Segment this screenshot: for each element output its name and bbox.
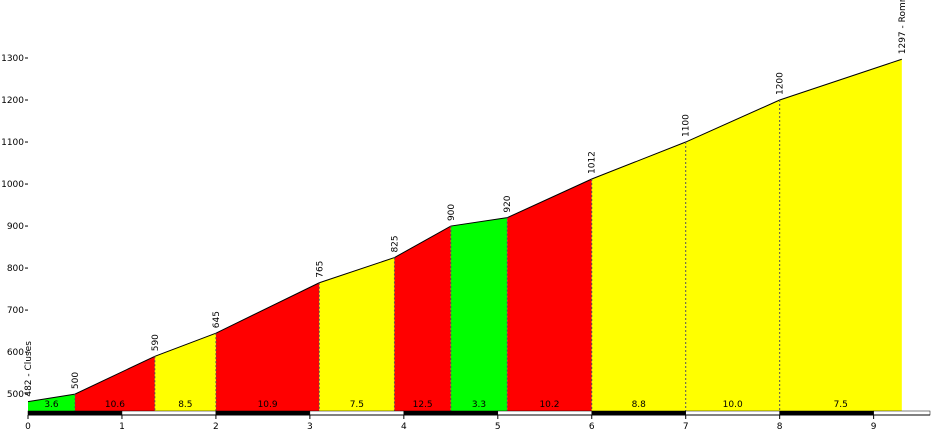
grade-label: 7.5 (350, 400, 364, 410)
point-label: 825 (390, 235, 400, 252)
x-tick-label: 3 (307, 422, 313, 432)
grade-label: 10.2 (539, 400, 559, 410)
grade-label: 12.5 (413, 400, 433, 410)
x-tick-label: 6 (589, 422, 595, 432)
x-tick-label: 5 (495, 422, 501, 432)
y-tick-label: 1200 (1, 96, 24, 106)
point-label: 920 (503, 195, 513, 212)
y-tick-label: 1300 (1, 54, 24, 64)
point-label: 1297 - Romme (898, 0, 908, 54)
x-tick-label: 2 (213, 422, 219, 432)
point-label: 645 (212, 311, 222, 328)
y-tick-label: 800 (7, 264, 24, 274)
x-tick-label: 4 (401, 422, 407, 432)
x-tick-label: 0 (25, 422, 31, 432)
x-tick-label: 8 (777, 422, 783, 432)
x-tick-label: 1 (119, 422, 125, 432)
segment (74, 356, 155, 413)
km-strip (779, 410, 874, 416)
point-label: 1200 (776, 72, 786, 95)
point-label: 1100 (682, 114, 692, 137)
y-tick-label: 1000 (1, 180, 24, 190)
km-strip (27, 410, 123, 416)
grade-label: 3.3 (472, 400, 486, 410)
segment (319, 257, 395, 413)
km-strip (497, 410, 592, 416)
grade-label: 8.8 (632, 400, 647, 410)
point-label: 482 - Cluses (24, 341, 34, 397)
segment (28, 394, 75, 413)
km-strip (873, 410, 931, 416)
segment (215, 282, 320, 413)
grade-label: 10.6 (105, 400, 125, 410)
grade-label: 8.5 (178, 400, 192, 410)
x-tick-label: 9 (871, 422, 877, 432)
point-label: 900 (447, 204, 457, 221)
segment (685, 100, 780, 413)
profile-line (27, 58, 902, 403)
y-tick-label: 500 (7, 390, 24, 400)
segment (591, 142, 686, 413)
point-label: 590 (151, 334, 161, 351)
segment (779, 59, 902, 414)
y-tick-label: 700 (7, 306, 24, 316)
km-strip (591, 410, 686, 416)
km-strip (215, 410, 311, 416)
point-label: 765 (315, 261, 325, 278)
point-label: 1012 (588, 151, 598, 174)
point-label: 500 (71, 372, 81, 389)
grade-label: 10.9 (258, 400, 278, 410)
km-strip (309, 410, 405, 416)
x-tick-label: 7 (683, 422, 689, 432)
grade-label: 10.0 (723, 400, 743, 410)
grade-label: 7.5 (834, 400, 848, 410)
km-strip (403, 410, 499, 416)
grade-label: 3.6 (44, 400, 59, 410)
segment (450, 217, 508, 413)
km-strip (685, 410, 780, 416)
km-strip (121, 410, 217, 416)
segment (507, 178, 592, 413)
y-tick-label: 1100 (1, 138, 24, 148)
y-tick-label: 600 (7, 348, 24, 358)
segment (154, 333, 216, 413)
segment (394, 226, 451, 413)
y-tick-label: 900 (7, 222, 24, 232)
